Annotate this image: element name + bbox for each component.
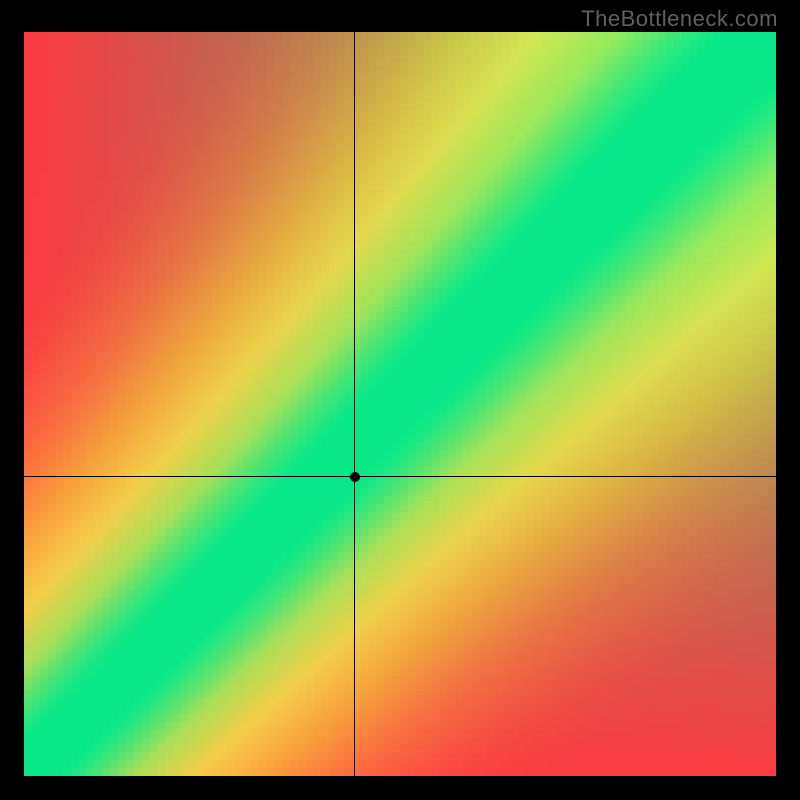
watermark-text: TheBottleneck.com: [581, 6, 778, 32]
bottleneck-heatmap: [24, 32, 776, 776]
